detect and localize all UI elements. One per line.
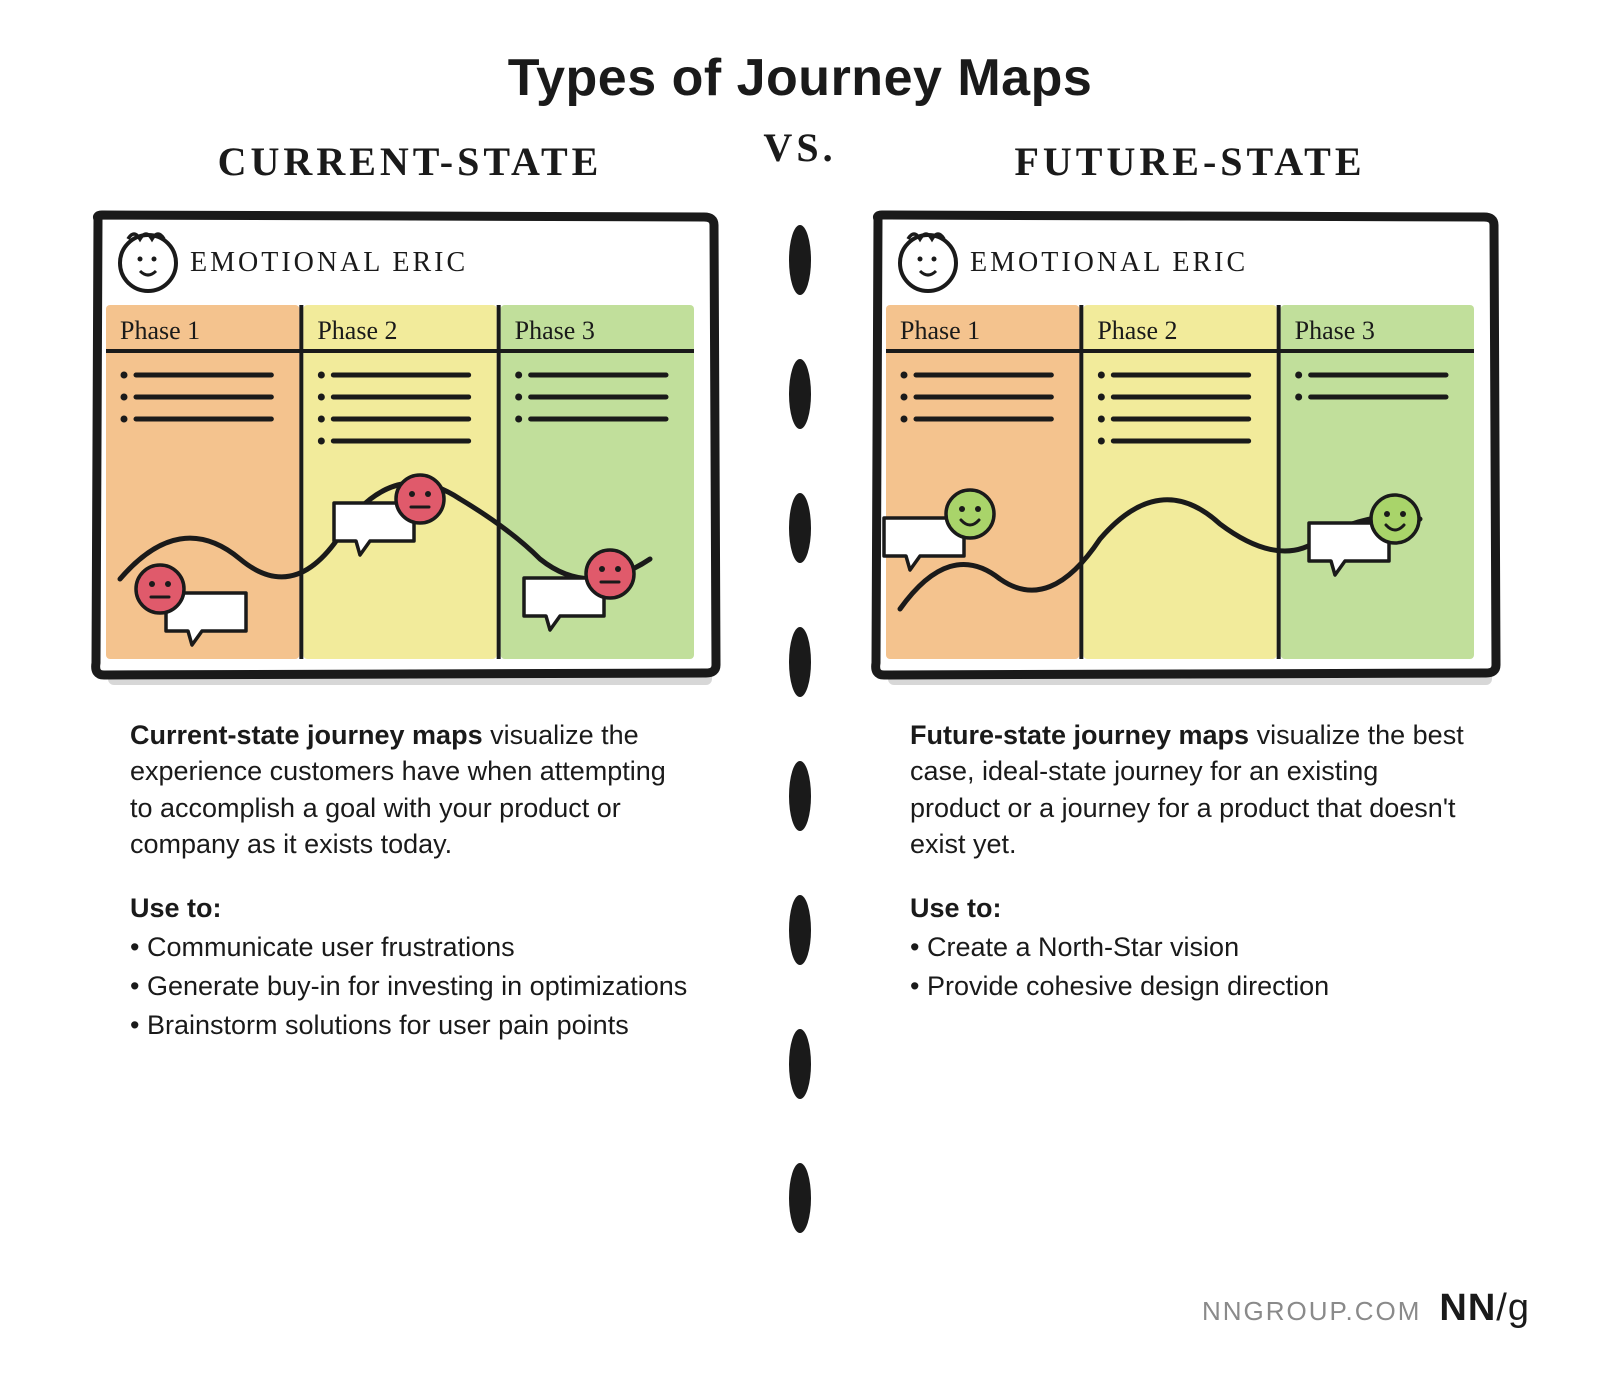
- right-column: FUTURE-STATE EMOTIONAL ERIC Phase 1 Phase …: [870, 138, 1510, 1045]
- use-to-item: Provide cohesive design direction: [910, 967, 1470, 1006]
- left-use-to: Use to: Communicate user frustrationsGen…: [90, 863, 730, 1046]
- use-to-item: Generate buy-in for investing in optimiz…: [130, 967, 690, 1006]
- left-column: CURRENT-STATE EMOTIONAL ERIC Phase 1 Phase…: [90, 138, 730, 1045]
- right-desc-lead: Future-state journey maps: [910, 720, 1249, 750]
- svg-text:Phase 1: Phase 1: [120, 316, 200, 345]
- left-journey-card: EMOTIONAL ERIC Phase 1 Phase 2 Phase 3: [90, 209, 730, 689]
- footer-logo: NN/g: [1439, 1287, 1530, 1330]
- svg-text:Phase 3: Phase 3: [515, 316, 595, 345]
- right-description: Future-state journey maps visualize the …: [870, 689, 1510, 863]
- right-use-to: Use to: Create a North-Star visionProvid…: [870, 863, 1510, 1006]
- svg-text:EMOTIONAL ERIC: EMOTIONAL ERIC: [190, 247, 468, 278]
- use-to-label: Use to:: [910, 889, 1470, 928]
- svg-text:Phase 2: Phase 2: [1097, 316, 1177, 345]
- footer-site: NNGROUP.COM: [1202, 1296, 1421, 1327]
- left-heading: CURRENT-STATE: [90, 138, 730, 185]
- vs-label: VS.: [763, 124, 836, 171]
- right-heading: FUTURE-STATE: [870, 138, 1510, 185]
- svg-text:Phase 3: Phase 3: [1295, 316, 1375, 345]
- left-desc-lead: Current-state journey maps: [130, 720, 483, 750]
- vertical-divider: [785, 225, 815, 1275]
- right-journey-card: EMOTIONAL ERIC Phase 1 Phase 2 Phase 3: [870, 209, 1510, 689]
- use-to-item: Brainstorm solutions for user pain point…: [130, 1006, 690, 1045]
- use-to-item: Create a North-Star vision: [910, 928, 1470, 967]
- svg-text:EMOTIONAL ERIC: EMOTIONAL ERIC: [970, 247, 1248, 278]
- use-to-label: Use to:: [130, 889, 690, 928]
- svg-text:Phase 2: Phase 2: [317, 316, 397, 345]
- use-to-item: Communicate user frustrations: [130, 928, 690, 967]
- svg-text:Phase 1: Phase 1: [900, 316, 980, 345]
- page-title: Types of Journey Maps: [0, 0, 1600, 108]
- footer: NNGROUP.COM NN/g: [1202, 1287, 1530, 1330]
- left-description: Current-state journey maps visualize the…: [90, 689, 730, 863]
